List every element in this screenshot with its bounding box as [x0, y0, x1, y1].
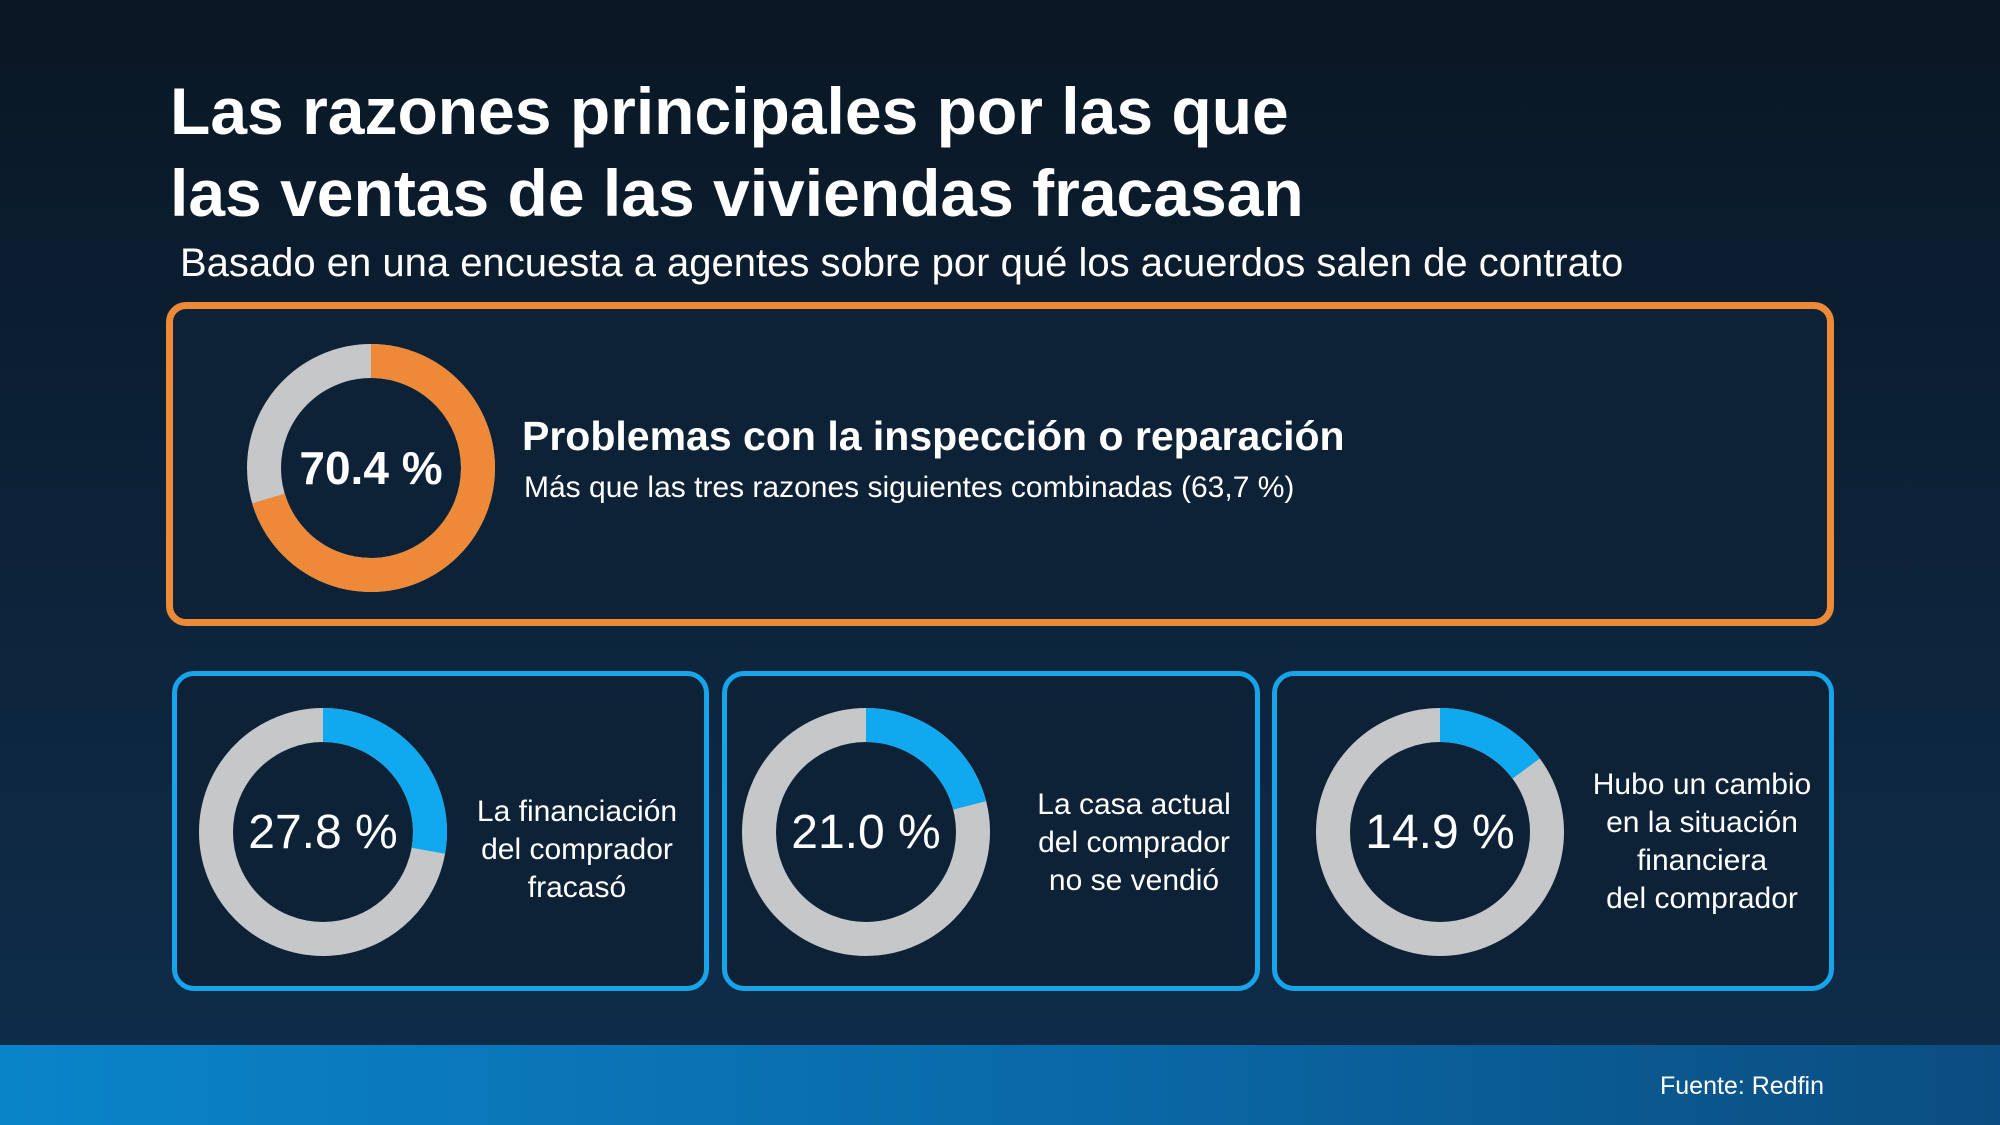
label-line: La financiación: [476, 795, 678, 828]
donut-value-label: 21.0 %: [791, 805, 941, 859]
label-line: Hubo un cambio: [1592, 768, 1812, 801]
title-line-2: las ventas de las viviendas fracasan: [170, 156, 1304, 230]
donut-value-arc: [252, 344, 495, 592]
reason-card-home-sale: 21.0 % La casa actual del comprador no s…: [722, 671, 1260, 991]
title-line-1: Las razones principales por las que: [170, 74, 1289, 148]
donut-svg-financing: [199, 708, 447, 956]
label-line: del comprador: [481, 833, 673, 866]
donut-chart-home-sale: 21.0 %: [740, 706, 992, 958]
donut-value-label: 70.4 %: [299, 442, 443, 494]
footer-bar: Fuente: Redfin: [0, 1045, 2000, 1125]
label-line: financiera: [1636, 844, 1768, 877]
reason-label-financing: La financiación del comprador fracasó: [457, 793, 697, 907]
donut-chart-financial-change: 14.9 %: [1314, 706, 1566, 958]
label-line: fracasó: [527, 871, 627, 904]
label-line: no se vendió: [1048, 864, 1220, 897]
reason-card-financing: 27.8 % La financiación del comprador fra…: [172, 671, 709, 991]
donut-value-label: 14.9 %: [1365, 805, 1515, 859]
donut-svg-home-sale: [742, 708, 990, 956]
donut-value-arc: [865, 708, 987, 811]
label-line: del comprador: [1606, 882, 1798, 915]
donut-chart-financing: 27.8 %: [197, 706, 449, 958]
page-title: Las razones principales por las que las …: [170, 70, 1670, 234]
reason-label-financial-change: Hubo un cambio en la situación financier…: [1577, 766, 1827, 918]
donut-chart-main: 70.4 %: [245, 342, 497, 594]
source-credit: Fuente: Redfin: [1660, 1072, 1824, 1100]
reason-label-home-sale: La casa actual del comprador no se vendi…: [1014, 786, 1254, 900]
donut-svg-financial-change: [1316, 708, 1564, 956]
main-reason-note: Más que las tres razones siguientes comb…: [524, 471, 1295, 504]
reason-card-financial-change: 14.9 % Hubo un cambio en la situación fi…: [1272, 671, 1834, 991]
donut-value-label: 27.8 %: [248, 805, 398, 859]
main-reason-card: 70.4 % Problemas con la inspección o rep…: [166, 302, 1834, 626]
donut-value-arc: [322, 708, 447, 854]
label-line: en la situación: [1606, 806, 1798, 839]
main-reason-heading: Problemas con la inspección o reparación: [522, 413, 1345, 459]
page-subtitle: Basado en una encuesta a agentes sobre p…: [180, 241, 1624, 285]
donut-value-arc: [1439, 708, 1540, 780]
donut-svg-main: [247, 344, 495, 592]
label-line: del comprador: [1038, 826, 1230, 859]
label-line: La casa actual: [1037, 788, 1231, 821]
